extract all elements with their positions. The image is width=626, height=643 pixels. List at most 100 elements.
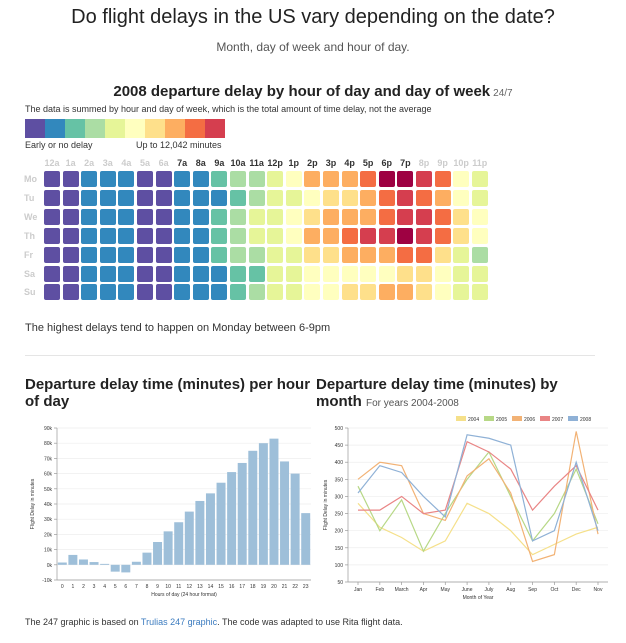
day-label: Sa: [24, 268, 36, 279]
heatmap-cell: [44, 171, 60, 187]
legend-swatch: [185, 119, 205, 138]
footer-text: The 247 graphic is based on Trulias 247 …: [25, 617, 403, 627]
x-tick-label: 3: [93, 584, 96, 590]
x-axis-label: Month of Year: [463, 595, 494, 601]
heatmap-cell: [211, 246, 228, 263]
legend-label: 2008: [580, 417, 591, 423]
heatmap-cell: [155, 284, 172, 301]
heatmap-cell: [285, 246, 302, 263]
page-title: Do flight delays in the US vary dependin…: [71, 6, 555, 28]
y-tick-label: 50k: [44, 487, 53, 493]
heatmap-cell: [360, 246, 377, 263]
heatmap-cell: [341, 208, 358, 225]
hour-label: 7p: [400, 158, 411, 168]
heatmap-cell: [378, 265, 395, 282]
heatmap-cell: [471, 189, 488, 206]
hour-label: 11p: [472, 158, 488, 168]
heatmap-tag: 24/7: [493, 88, 513, 99]
heatmap-cell: [285, 227, 302, 244]
heatmap-cell: [118, 189, 135, 206]
series-line-2004: [357, 502, 599, 556]
heatmap-cell: [471, 227, 488, 244]
legend-swatch: [205, 119, 225, 138]
heatmap-cell: [174, 265, 191, 282]
x-tick-label: Oct: [550, 587, 558, 593]
x-tick-label: 14: [208, 584, 214, 590]
heatmap-cell: [211, 189, 228, 206]
hour-label: 7a: [177, 158, 188, 168]
hour-label: 12a: [44, 158, 60, 168]
heatmap-cell: [230, 265, 246, 282]
heatmap-cell: [44, 246, 60, 263]
heatmap-cell: [192, 208, 209, 225]
heatmap-cell: [304, 227, 321, 244]
x-tick-label: 0: [61, 584, 64, 590]
heatmap-cell: [99, 284, 116, 301]
x-tick-label: 9: [156, 584, 159, 590]
hour-label: 8a: [195, 158, 206, 168]
heatmap-cell: [230, 171, 246, 187]
bar: [153, 542, 163, 565]
heatmap-cell: [192, 246, 209, 263]
heatmap-cell: [211, 208, 228, 225]
legend-high-label: Up to 12,042 minutes: [136, 140, 222, 150]
heatmap-cell: [230, 246, 246, 263]
hour-label: 2a: [84, 158, 95, 168]
heatmap-cell: [81, 284, 98, 301]
y-tick-label: 200: [335, 529, 344, 535]
heatmap-cell: [99, 171, 116, 187]
legend-label: 2004: [468, 417, 479, 423]
y-tick-label: 10k: [44, 548, 53, 554]
bar: [68, 554, 78, 565]
heatmap-cell: [81, 246, 98, 263]
bar: [269, 438, 279, 565]
heatmap-cell: [211, 284, 228, 301]
heatmap-cell: [174, 208, 191, 225]
heatmap-cell: [99, 246, 116, 263]
heatmap-cell: [118, 171, 135, 187]
y-tick-label: 0k: [47, 563, 53, 569]
heatmap-cell: [62, 189, 79, 206]
y-tick-label: 350: [335, 477, 344, 483]
heatmap-cell: [230, 208, 246, 225]
x-tick-label: 11: [176, 584, 181, 590]
heatmap-cell: [155, 189, 172, 206]
heatmap-cell: [434, 227, 451, 244]
heatmap-cell: [267, 227, 284, 244]
hour-label: 5p: [362, 158, 374, 168]
heatmap-cell: [192, 284, 209, 301]
heatmap-cell: [341, 246, 358, 263]
day-label: Mo: [24, 174, 37, 184]
heatmap-cell: [416, 284, 432, 301]
heatmap-cell: [323, 171, 339, 187]
series-line-2006: [357, 431, 599, 563]
heatmap-cell: [323, 284, 339, 301]
x-tick-label: 21: [282, 584, 288, 590]
month-chart-title: Departure delay time (minutes) by month …: [316, 376, 558, 410]
heatmap-cell: [174, 284, 191, 301]
heatmap-cell: [62, 265, 79, 282]
day-label: We: [24, 211, 38, 222]
y-tick-label: 80k: [44, 441, 53, 447]
heatmap-cell: [360, 227, 377, 244]
heatmap-cell: [267, 189, 284, 206]
heatmap-cell: [341, 227, 358, 244]
y-tick-label: 100: [335, 563, 344, 569]
heatmap-cell: [285, 208, 302, 225]
heatmap-cell: [378, 246, 395, 263]
heatmap-cell: [248, 189, 265, 206]
x-axis-label: Hours of day (24 hour format): [151, 592, 217, 598]
trulia-link[interactable]: Trulias 247 graphic: [140, 617, 218, 627]
heatmap-cell: [416, 246, 432, 263]
heatmap-cell: [155, 208, 172, 225]
heatmap-cell: [248, 171, 265, 187]
legend-label: 2006: [524, 417, 535, 423]
heatmap-cell: [118, 284, 135, 301]
y-tick-label: 50: [337, 580, 343, 586]
heatmap-cell: [434, 246, 451, 263]
heatmap-cell: [285, 265, 302, 282]
heatmap-cell: [248, 284, 265, 301]
legend-swatch: [65, 119, 85, 138]
heatmap-cell: [434, 189, 451, 206]
heatmap-cell: [471, 208, 488, 225]
